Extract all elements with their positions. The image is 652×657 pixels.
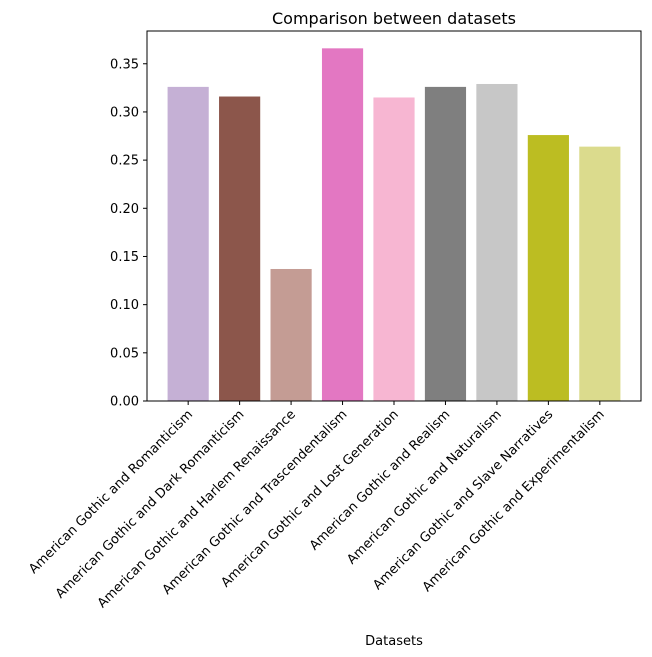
bars-group [167, 48, 621, 402]
x-tick-label: American Gothic and Experimentalism [420, 407, 608, 595]
x-tick-label: American Gothic and Slave Narratives [370, 407, 556, 593]
x-tick-label: American Gothic and Harlem Renaissance [95, 407, 299, 611]
chart-title: Comparison between datasets [272, 9, 516, 28]
y-tick-label: 0.20 [110, 202, 139, 217]
y-tick-label: 0.25 [110, 154, 139, 169]
x-tick-label: American Gothic and Dark Romanticism [53, 407, 247, 601]
bar-9 [579, 146, 621, 402]
bar-6 [424, 86, 467, 401]
bar-7 [476, 83, 518, 402]
y-tick-label: 0.05 [110, 346, 139, 361]
y-axis: 0.00 0.05 0.10 0.15 0.20 0.25 0.30 0.35 [110, 57, 147, 410]
plot-frame [146, 30, 642, 402]
y-tick-label: 0.30 [110, 105, 139, 120]
bar-4 [321, 48, 364, 402]
x-tick-label: American Gothic and Trascendentalism [160, 407, 351, 598]
bar-2 [219, 96, 261, 402]
y-tick-label: 0.10 [110, 298, 139, 313]
x-axis: American Gothic and RomanticismAmerican … [26, 401, 608, 611]
bar-5 [373, 97, 415, 401]
x-tick-label: American Gothic and Lost Generation [218, 407, 401, 590]
bar-8 [527, 135, 569, 401]
x-axis-label: Datasets [365, 634, 423, 649]
y-tick-label: 0.15 [110, 250, 139, 265]
bar-3 [270, 268, 312, 401]
bar-1 [167, 86, 209, 401]
y-tick-label: 0.35 [110, 57, 139, 72]
y-tick-label: 0.00 [110, 395, 139, 410]
